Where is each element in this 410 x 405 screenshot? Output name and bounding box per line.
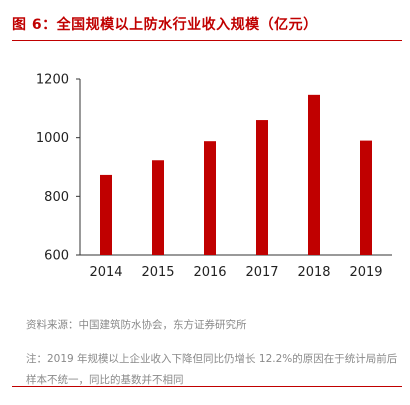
y-axis: 600 800 1000 1200 [36, 73, 81, 264]
bar-2018 [308, 94, 320, 255]
y-tick-label: 800 [44, 190, 69, 205]
x-tick-label: 2019 [349, 265, 382, 280]
bar-2015 [152, 160, 164, 255]
x-axis: 2014 2015 2016 2017 2018 2019 [80, 254, 392, 280]
y-tick-label: 1000 [36, 131, 69, 146]
bar-2016 [204, 141, 216, 255]
footnote: 注：2019 年规模以上企业收入下降但同比仍增长 12.2%的原因在于统计局前后… [26, 353, 398, 386]
x-tick-label: 2018 [297, 265, 330, 280]
x-tick-label: 2016 [193, 265, 226, 280]
source-note: 资料来源：中国建筑防水协会，东方证券研究所 [26, 319, 247, 331]
x-tick-label: 2017 [245, 265, 278, 280]
bar-2017 [256, 120, 268, 255]
footer-divider [12, 386, 402, 387]
bar-2019 [360, 140, 372, 255]
x-tick-label: 2015 [141, 265, 174, 280]
y-tick-label: 600 [44, 249, 69, 264]
figure-title: 图 6：全国规模以上防水行业收入规模（亿元） [12, 17, 318, 33]
bar-2014 [100, 174, 112, 255]
y-tick-label: 1200 [36, 73, 69, 88]
x-tick-label: 2014 [89, 265, 122, 280]
title-divider [12, 40, 402, 41]
bar-chart: 600 800 1000 1200 2014 2015 2016 2017 2018 2019 [36, 73, 392, 280]
bar-series [100, 94, 372, 255]
